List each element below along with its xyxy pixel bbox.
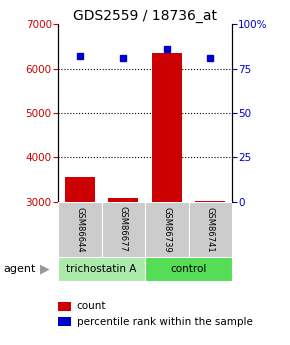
Bar bbox=[195, 201, 225, 202]
Bar bbox=[145, 257, 232, 281]
Bar bbox=[58, 257, 145, 281]
Text: agent: agent bbox=[3, 264, 35, 274]
Text: trichostatin A: trichostatin A bbox=[66, 264, 137, 274]
Text: control: control bbox=[170, 264, 207, 274]
Bar bbox=[151, 53, 182, 202]
Text: GDS2559 / 18736_at: GDS2559 / 18736_at bbox=[73, 9, 217, 23]
Text: count: count bbox=[77, 301, 106, 311]
Text: GSM86741: GSM86741 bbox=[206, 207, 215, 252]
Bar bbox=[188, 202, 232, 257]
Text: GSM86739: GSM86739 bbox=[162, 207, 171, 252]
Bar bbox=[108, 198, 139, 202]
Bar bbox=[102, 202, 145, 257]
Text: ▶: ▶ bbox=[40, 263, 50, 276]
Text: percentile rank within the sample: percentile rank within the sample bbox=[77, 317, 253, 327]
Text: GSM86677: GSM86677 bbox=[119, 207, 128, 252]
Bar bbox=[145, 202, 188, 257]
Text: GSM86644: GSM86644 bbox=[75, 207, 84, 252]
Bar bbox=[58, 202, 102, 257]
Bar bbox=[64, 177, 95, 202]
